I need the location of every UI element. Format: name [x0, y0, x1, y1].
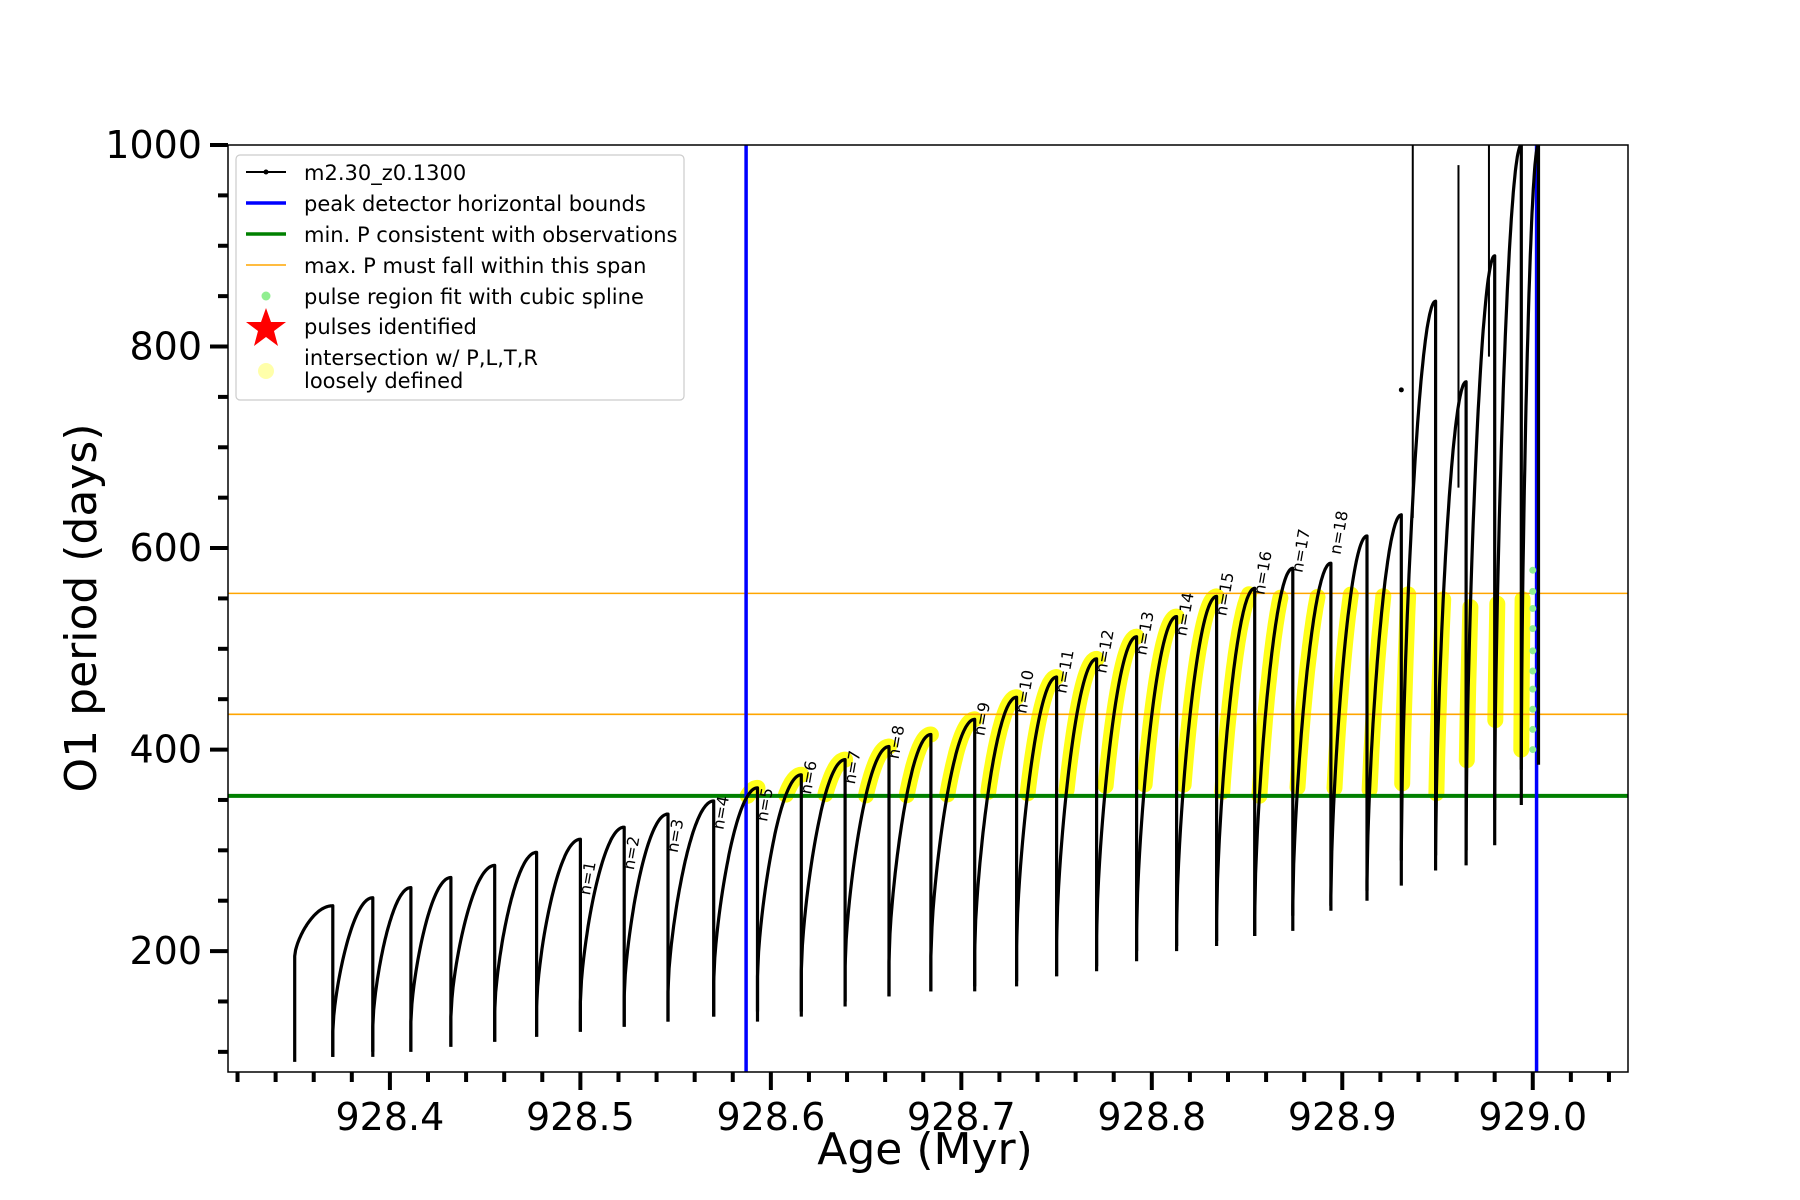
- legend-item-peak-bounds: peak detector horizontal bounds: [246, 192, 646, 216]
- spline-point-7: [1529, 705, 1537, 713]
- pulse-curve-2: [371, 886, 413, 1057]
- legend-item-max-period: max. P must fall within this span: [246, 254, 646, 278]
- x-axis-title: Age (Myr): [817, 1124, 1033, 1175]
- x-tick-label-1: 928.5: [526, 1095, 635, 1139]
- pulse-curve-3: [409, 875, 453, 1052]
- x-tick-label-3: 928.7: [907, 1095, 1016, 1139]
- spline-point-5: [1529, 667, 1537, 675]
- spline-point-4: [1529, 647, 1537, 655]
- legend-label-max-period: max. P must fall within this span: [304, 254, 646, 278]
- y-axis-title: O1 period (days): [56, 424, 107, 793]
- legend-item-intersection: intersection w/ P,L,T,R loosely defined: [258, 346, 538, 393]
- pulse-curve-14: [887, 732, 933, 997]
- pulse-curve-11: [755, 773, 803, 1022]
- legend: m2.30_z0.1300 peak detector horizontal b…: [235, 154, 685, 401]
- pulse-curve-25: [1329, 534, 1369, 906]
- x-tick-label-5: 928.9: [1288, 1095, 1397, 1139]
- x-tick-label-0: 928.4: [336, 1095, 445, 1139]
- pulse-curve-12: [799, 758, 847, 1012]
- spike-point-1: [1398, 387, 1404, 393]
- legend-item-min-period: min. P consistent with observations: [246, 223, 677, 247]
- series-layer: [293, 145, 1541, 1062]
- legend-label-series: m2.30_z0.1300: [304, 161, 466, 186]
- x-tick-label-6: 929.0: [1478, 1095, 1587, 1139]
- legend-label-min-period: min. P consistent with observations: [304, 223, 677, 247]
- pulse-curve-22: [1215, 586, 1257, 941]
- pulse-curve-20: [1135, 615, 1179, 952]
- reference-lines-layer: [228, 145, 1628, 1072]
- pulse-curve-0: [293, 904, 335, 1062]
- pulse-curve-16: [973, 695, 1019, 992]
- pulse-curve-9: [666, 799, 716, 1022]
- pulse-curve-19: [1095, 635, 1139, 967]
- spline-point-9: [1529, 746, 1537, 754]
- legend-item-pulses: pulses identified: [246, 308, 477, 346]
- spline-point-1: [1529, 587, 1537, 595]
- pulse-curve-21: [1175, 594, 1219, 952]
- pulse-curve-8: [622, 812, 670, 1027]
- pulse-curve-27: [1399, 299, 1438, 861]
- spline-point-6: [1529, 685, 1537, 693]
- pulse-curve-7: [578, 825, 626, 1032]
- pulse-curve-29: [1464, 254, 1497, 851]
- pulse-curve-26: [1365, 513, 1403, 891]
- y-tick-label-3: 800: [129, 325, 202, 369]
- legend-label-peak-bounds: peak detector horizontal bounds: [304, 192, 646, 216]
- spline-point-2: [1529, 605, 1537, 612]
- y-tick-label-2: 600: [129, 526, 202, 570]
- pulse-curve-23: [1253, 566, 1295, 936]
- spline-point-3: [1529, 625, 1537, 633]
- pulse-curve-6: [535, 837, 582, 1037]
- pulse-curve-31: [1519, 145, 1541, 770]
- y-tick-label-1: 400: [129, 728, 202, 772]
- plot-frame: [227, 144, 1629, 1073]
- legend-label-intersection: intersection w/ P,L,T,R: [304, 346, 538, 370]
- pulse-curve-10: [712, 786, 760, 1017]
- pulse-curve-17: [1015, 675, 1059, 982]
- legend-box: [235, 154, 685, 401]
- x-tick-label-4: 928.8: [1097, 1095, 1206, 1139]
- pulse-curve-5: [493, 850, 539, 1042]
- legend-label-pulses: pulses identified: [304, 315, 477, 339]
- pulse-curve-18: [1055, 657, 1099, 977]
- pulse-curve-1: [331, 896, 375, 1057]
- x-tick-label-2: 928.6: [716, 1095, 825, 1139]
- pulse-curve-13: [843, 744, 891, 1002]
- spline-points-layer: [1529, 566, 1537, 754]
- spline-point-8: [1529, 725, 1537, 733]
- legend-item-series: m2.30_z0.1300: [246, 161, 466, 186]
- pulse-curve-15: [929, 717, 977, 992]
- pulse-curve-4: [449, 863, 497, 1047]
- pulse-curve-30: [1493, 145, 1523, 810]
- axes-layer: 928.4 928.5 928.6 928.7 928.8 928.9 929.0 200 40…: [105, 123, 1611, 1139]
- pulse-curve-24: [1291, 561, 1333, 916]
- y-tick-label-0: 200: [129, 929, 202, 973]
- y-tick-label-4: 1000: [105, 123, 202, 167]
- spline-point-0: [1529, 566, 1537, 574]
- legend-label-intersection-2: loosely defined: [304, 369, 463, 393]
- legend-item-spline: pulse region fit with cubic spline: [261, 285, 644, 309]
- pulse-curve-28: [1434, 380, 1468, 871]
- legend-label-spline: pulse region fit with cubic spline: [304, 285, 644, 309]
- red-star-icon: [246, 308, 286, 346]
